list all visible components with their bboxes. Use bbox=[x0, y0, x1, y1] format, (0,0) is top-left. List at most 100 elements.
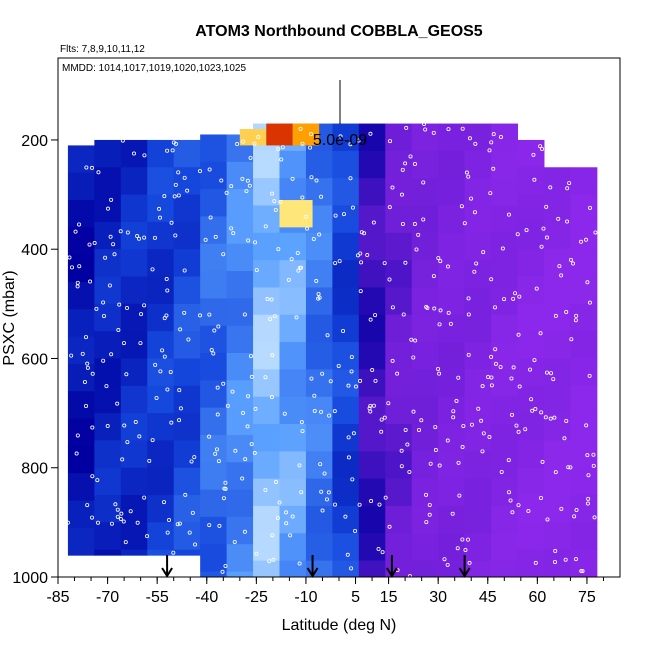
sample-point bbox=[548, 416, 553, 421]
sample-point bbox=[177, 418, 182, 423]
sample-point bbox=[565, 186, 570, 191]
sample-point bbox=[222, 486, 227, 491]
sample-point bbox=[242, 312, 247, 317]
heatmap-cell bbox=[438, 150, 466, 179]
sample-point bbox=[289, 257, 294, 262]
heatmap-cell bbox=[332, 342, 360, 370]
sample-point bbox=[74, 451, 79, 456]
heatmap-cell bbox=[67, 418, 95, 447]
heatmap-cell bbox=[570, 194, 598, 223]
heatmap-cell bbox=[517, 549, 545, 578]
sample-point bbox=[225, 403, 230, 408]
heatmap-cell bbox=[491, 478, 519, 507]
sample-point bbox=[529, 397, 534, 402]
heatmap-cell bbox=[67, 473, 95, 502]
heatmap-cell bbox=[67, 445, 95, 474]
heatmap-cell bbox=[305, 342, 333, 370]
sample-point bbox=[395, 371, 400, 376]
heatmap-cell bbox=[464, 505, 492, 534]
heatmap-cell bbox=[491, 123, 519, 152]
sample-point bbox=[466, 174, 471, 179]
sample-point bbox=[243, 457, 248, 462]
sample-point bbox=[150, 438, 155, 443]
heatmap-cell bbox=[173, 331, 201, 359]
sample-point bbox=[263, 488, 268, 493]
heatmap-cell bbox=[543, 495, 571, 523]
heatmap-cell bbox=[200, 243, 228, 272]
sample-point bbox=[459, 204, 464, 209]
heatmap-cell bbox=[253, 560, 280, 578]
sample-point bbox=[123, 540, 128, 545]
sample-point bbox=[170, 148, 175, 153]
sample-point bbox=[241, 139, 246, 144]
heatmap-cell bbox=[464, 260, 492, 288]
heatmap-cell bbox=[570, 549, 598, 578]
sample-point bbox=[467, 136, 472, 141]
heatmap-cell bbox=[67, 391, 95, 420]
sample-point bbox=[460, 445, 465, 450]
sample-point bbox=[403, 427, 408, 432]
sample-point bbox=[531, 152, 536, 157]
sample-point bbox=[540, 459, 545, 464]
sample-point bbox=[358, 378, 363, 383]
sample-point bbox=[411, 409, 416, 414]
sample-point bbox=[221, 381, 226, 386]
sample-point bbox=[109, 521, 114, 526]
heatmap-cell bbox=[173, 385, 201, 414]
sample-point bbox=[488, 191, 493, 196]
sample-point bbox=[67, 255, 72, 260]
heatmap-cell bbox=[491, 178, 519, 207]
sample-point bbox=[413, 338, 418, 343]
heatmap-cell bbox=[226, 161, 254, 190]
heatmap-cell bbox=[279, 478, 307, 507]
arrow-markers-layer bbox=[161, 555, 471, 578]
heatmap-cell bbox=[332, 478, 360, 507]
sample-point bbox=[586, 496, 591, 501]
heatmap-cell bbox=[332, 150, 360, 179]
sample-point bbox=[96, 170, 101, 175]
sample-point bbox=[142, 495, 147, 500]
sample-point bbox=[115, 401, 120, 406]
heatmap-cell bbox=[279, 260, 307, 288]
sample-point bbox=[277, 500, 282, 505]
sample-point bbox=[92, 241, 97, 246]
sample-point bbox=[466, 352, 471, 357]
heatmap-cell bbox=[253, 424, 280, 452]
sample-point bbox=[248, 155, 253, 160]
sample-point bbox=[544, 370, 549, 375]
sample-point bbox=[564, 310, 569, 315]
sample-point bbox=[448, 321, 453, 326]
sample-point bbox=[533, 407, 538, 412]
sample-point bbox=[207, 167, 212, 172]
heatmap-cell bbox=[67, 172, 95, 201]
sample-point bbox=[573, 318, 578, 323]
heatmap-cell bbox=[226, 407, 254, 436]
sample-point bbox=[437, 371, 442, 376]
sample-point bbox=[288, 533, 293, 538]
sample-point bbox=[442, 557, 447, 562]
heatmap-cell bbox=[464, 451, 492, 480]
sample-point bbox=[580, 569, 585, 574]
heatmap-cell bbox=[491, 369, 519, 398]
sample-point bbox=[574, 313, 579, 318]
sample-point bbox=[186, 337, 191, 342]
sample-point bbox=[446, 127, 451, 132]
heatmap-cell bbox=[305, 287, 333, 316]
heatmap-cell bbox=[253, 451, 280, 480]
x-tick-label: -85 bbox=[46, 589, 69, 606]
sample-point bbox=[579, 569, 584, 574]
sample-point bbox=[240, 176, 245, 181]
sample-point bbox=[122, 423, 127, 428]
sample-point bbox=[480, 384, 485, 389]
sample-point bbox=[242, 529, 247, 534]
heatmap-cell bbox=[120, 249, 148, 278]
sample-point bbox=[296, 268, 301, 273]
heatmap-cell bbox=[438, 205, 466, 234]
heatmap-highlight bbox=[239, 129, 267, 146]
sample-point bbox=[224, 190, 229, 195]
heatmap-cell bbox=[226, 516, 254, 545]
heatmap-cell bbox=[200, 434, 228, 463]
sample-point bbox=[564, 418, 569, 423]
heatmap-cell bbox=[385, 178, 413, 207]
sample-point bbox=[177, 521, 182, 526]
